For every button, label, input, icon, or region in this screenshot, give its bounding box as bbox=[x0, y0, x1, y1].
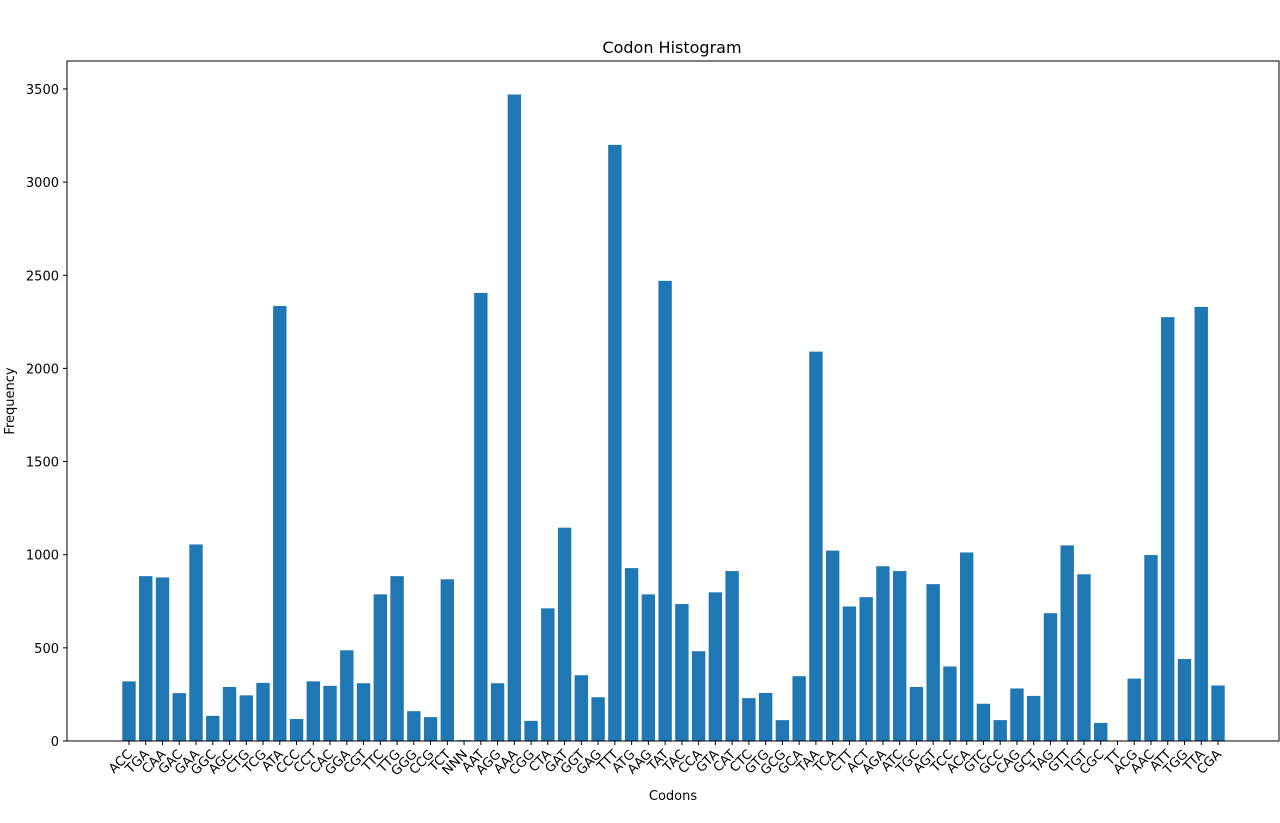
bar-ACT bbox=[859, 597, 873, 741]
bar-CCT bbox=[306, 681, 320, 741]
bar-GAG bbox=[591, 697, 605, 741]
bar-TAT bbox=[658, 280, 672, 741]
bar-AAG bbox=[641, 594, 656, 741]
y-tick-label: 2000 bbox=[26, 362, 59, 377]
bar-TAG bbox=[1043, 613, 1058, 741]
bar-TGT bbox=[1077, 574, 1091, 741]
bar-GTC bbox=[976, 703, 991, 741]
bar-GTA bbox=[708, 592, 723, 741]
bar-GCA bbox=[792, 676, 806, 741]
bar-ATC bbox=[892, 571, 907, 741]
y-axis: 0 500 1000 1500 2000 2500 3000 3500 bbox=[26, 83, 67, 750]
bar-GCC bbox=[993, 720, 1007, 741]
bar-ATG bbox=[624, 568, 639, 741]
y-tick-label: 3500 bbox=[26, 83, 59, 98]
bar-GGT bbox=[574, 675, 589, 741]
bar-CTT bbox=[842, 606, 857, 741]
y-tick-label: 500 bbox=[34, 642, 59, 657]
bar-CTG bbox=[239, 695, 253, 741]
bar-ATT bbox=[1161, 317, 1175, 741]
chart-title: Codon Histogram bbox=[602, 38, 741, 57]
bars-layer bbox=[122, 94, 1225, 742]
bar-ACC bbox=[122, 681, 136, 741]
bar-GCG bbox=[775, 720, 790, 741]
bar-CAA bbox=[155, 577, 170, 741]
bar-AGT bbox=[926, 584, 940, 741]
bar-GTT bbox=[1060, 545, 1074, 741]
y-tick-label: 1000 bbox=[26, 549, 59, 564]
bar-TTG bbox=[390, 576, 404, 741]
bar-AAC bbox=[1144, 555, 1158, 741]
bar-CAT bbox=[725, 571, 739, 741]
bar-TAA bbox=[809, 351, 823, 741]
bar-GAC bbox=[172, 693, 186, 741]
bar-CCG bbox=[423, 717, 438, 741]
bar-TCA bbox=[825, 550, 840, 741]
bar-GTG bbox=[758, 692, 773, 741]
bar-CTA bbox=[541, 608, 555, 741]
bar-TCT bbox=[440, 579, 455, 741]
bar-GGA bbox=[340, 650, 354, 741]
bar-TTC bbox=[373, 594, 388, 741]
bar-AGC bbox=[222, 686, 237, 741]
bar-CGT bbox=[356, 683, 371, 741]
y-axis-title: Frequency bbox=[3, 367, 18, 434]
y-tick-label: 1500 bbox=[26, 456, 59, 471]
bar-TGC bbox=[909, 686, 924, 741]
bar-CTC bbox=[742, 698, 756, 741]
bar-GGG bbox=[407, 711, 421, 741]
bar-TGG bbox=[1177, 659, 1192, 741]
bar-GCT bbox=[1027, 695, 1041, 741]
y-tick-label: 3000 bbox=[26, 176, 59, 191]
bar-AAA bbox=[507, 94, 522, 741]
bar-CAC bbox=[323, 685, 337, 741]
bar-CGA bbox=[1211, 685, 1225, 741]
bar-GGC bbox=[206, 715, 220, 741]
bar-TCG bbox=[256, 682, 270, 741]
bar-TTT bbox=[608, 144, 622, 742]
bar-GAA bbox=[189, 544, 203, 741]
bar-TAC bbox=[675, 604, 689, 741]
bar-CGC bbox=[1094, 722, 1108, 741]
bar-GAT bbox=[557, 527, 572, 741]
bar-TGA bbox=[139, 576, 153, 741]
bar-CGG bbox=[524, 720, 538, 741]
bar-AAT bbox=[474, 292, 488, 741]
plot-frame bbox=[66, 60, 1280, 742]
y-tick-label: 2500 bbox=[26, 269, 59, 284]
x-axis-title: Codons bbox=[649, 789, 697, 804]
bar-TCC bbox=[943, 666, 957, 741]
bar-ACG bbox=[1127, 678, 1141, 741]
bar-CCC bbox=[289, 719, 304, 741]
bar-TTA bbox=[1194, 306, 1208, 741]
bar-ACA bbox=[959, 552, 974, 741]
y-tick-label: 0 bbox=[51, 735, 59, 750]
bar-CAG bbox=[1010, 688, 1024, 741]
bar-ATA bbox=[273, 305, 287, 741]
bar-AGA bbox=[876, 566, 890, 741]
bar-CCA bbox=[691, 651, 706, 741]
bar-AGG bbox=[490, 683, 505, 741]
